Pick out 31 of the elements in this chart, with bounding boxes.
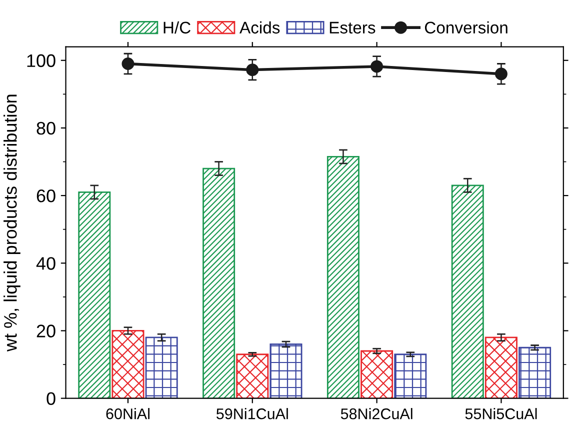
y-tick-label: 80 bbox=[36, 122, 56, 135]
point bbox=[370, 60, 384, 73]
legend-label: Esters bbox=[330, 22, 376, 34]
bar bbox=[394, 354, 427, 398]
bar bbox=[484, 336, 518, 398]
legend-label: Acids bbox=[240, 21, 280, 34]
legend-label: Conversion bbox=[424, 21, 508, 34]
y-tick-label: 100 bbox=[27, 54, 56, 68]
bar bbox=[360, 350, 394, 398]
bar bbox=[236, 354, 269, 398]
point bbox=[494, 68, 508, 80]
x-tick-label: 55Ni5CuAl bbox=[465, 408, 537, 420]
bar bbox=[112, 330, 144, 398]
y-axis-title: wt %, liquid products distribution bbox=[4, 94, 20, 352]
y-tick-label: 60 bbox=[36, 189, 56, 202]
x-tick-label: 60NiAl bbox=[106, 408, 150, 420]
point bbox=[122, 58, 134, 70]
bar bbox=[78, 191, 111, 398]
x-tick-label: 58Ni2CuAl bbox=[340, 408, 412, 420]
legend-label: H/C bbox=[164, 21, 191, 34]
y-tick-label: 20 bbox=[36, 324, 56, 338]
point bbox=[246, 64, 259, 76]
bar bbox=[270, 344, 302, 398]
y-tick-label: 0 bbox=[46, 392, 56, 406]
bar bbox=[518, 346, 552, 398]
bar bbox=[145, 336, 178, 398]
y-tick-label: 40 bbox=[36, 257, 56, 270]
x-tick-label: 59Ni1CuAl bbox=[216, 408, 288, 420]
bar bbox=[451, 184, 484, 398]
bar bbox=[202, 168, 236, 398]
bar bbox=[326, 156, 360, 398]
